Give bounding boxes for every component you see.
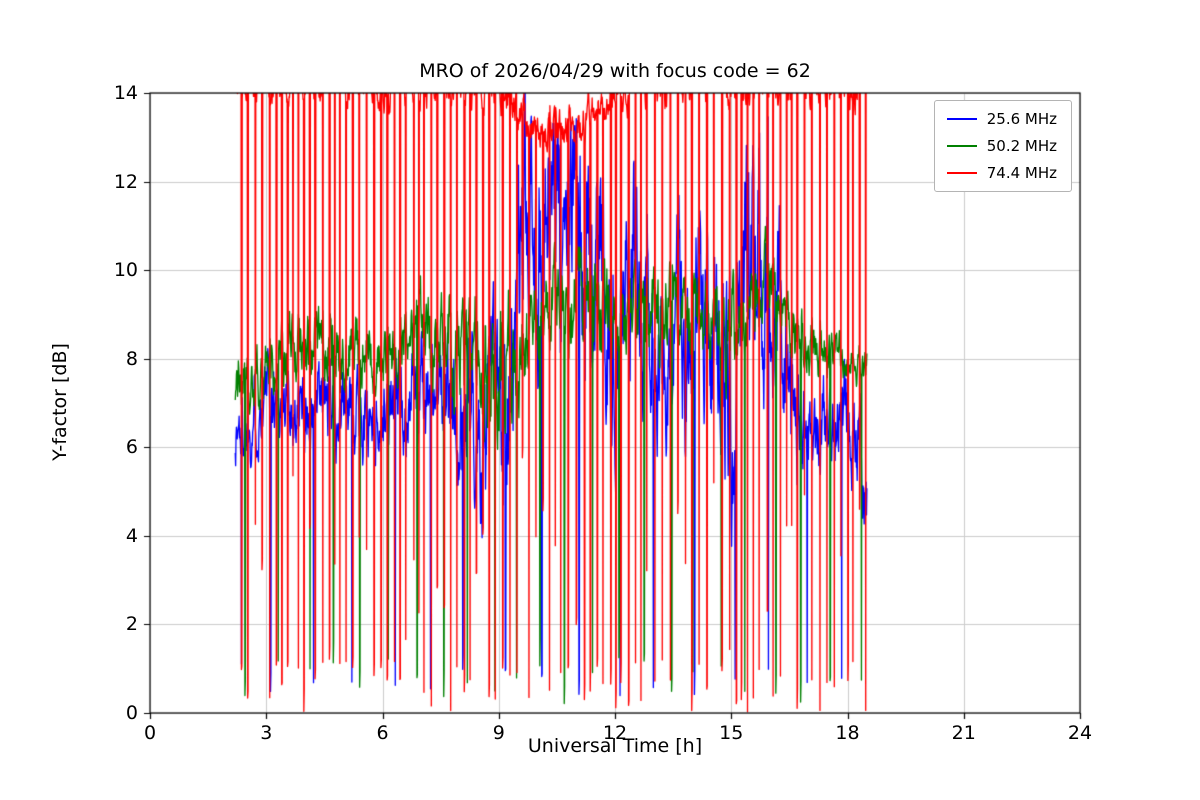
chart-title: MRO of 2026/04/29 with focus code = 62 [419,60,811,82]
x-tick-label: 6 [376,722,389,744]
legend-entry: 25.6 MHz [946,110,1057,128]
y-axis-label: Y-factor [dB] [49,343,71,461]
legend-entry: 50.2 MHz [946,137,1057,155]
y-tick-label: 2 [125,613,138,636]
legend-line-swatch [946,144,977,148]
legend-label: 25.6 MHz [986,110,1057,128]
x-tick-label: 15 [719,722,744,744]
x-tick-label: 24 [1067,722,1093,744]
x-tick-label: 18 [835,722,860,744]
y-tick-label: 6 [125,436,138,459]
legend-entry: 74.4 MHz [946,164,1057,182]
x-tick-label: 9 [492,722,505,744]
legend-line-swatch [946,171,977,175]
y-tick-label: 4 [125,524,138,547]
legend-line-swatch [946,117,977,121]
y-tick-label: 0 [125,702,138,724]
legend-label: 74.4 MHz [986,164,1057,182]
x-tick-label: 21 [951,722,976,744]
x-tick-label: 12 [602,722,628,744]
y-tick-label: 14 [113,82,138,104]
x-tick-label: 3 [260,722,273,744]
y-tick-label: 12 [113,170,138,193]
y-tick-label: 8 [125,347,138,370]
y-tick-label: 10 [113,259,138,282]
x-axis-label: Universal Time [h] [527,735,703,757]
legend-label: 50.2 MHz [986,137,1057,155]
legend: 25.6 MHz 50.2 MHz 74.4 MHz [933,100,1072,192]
x-tick-label: 0 [143,722,157,744]
